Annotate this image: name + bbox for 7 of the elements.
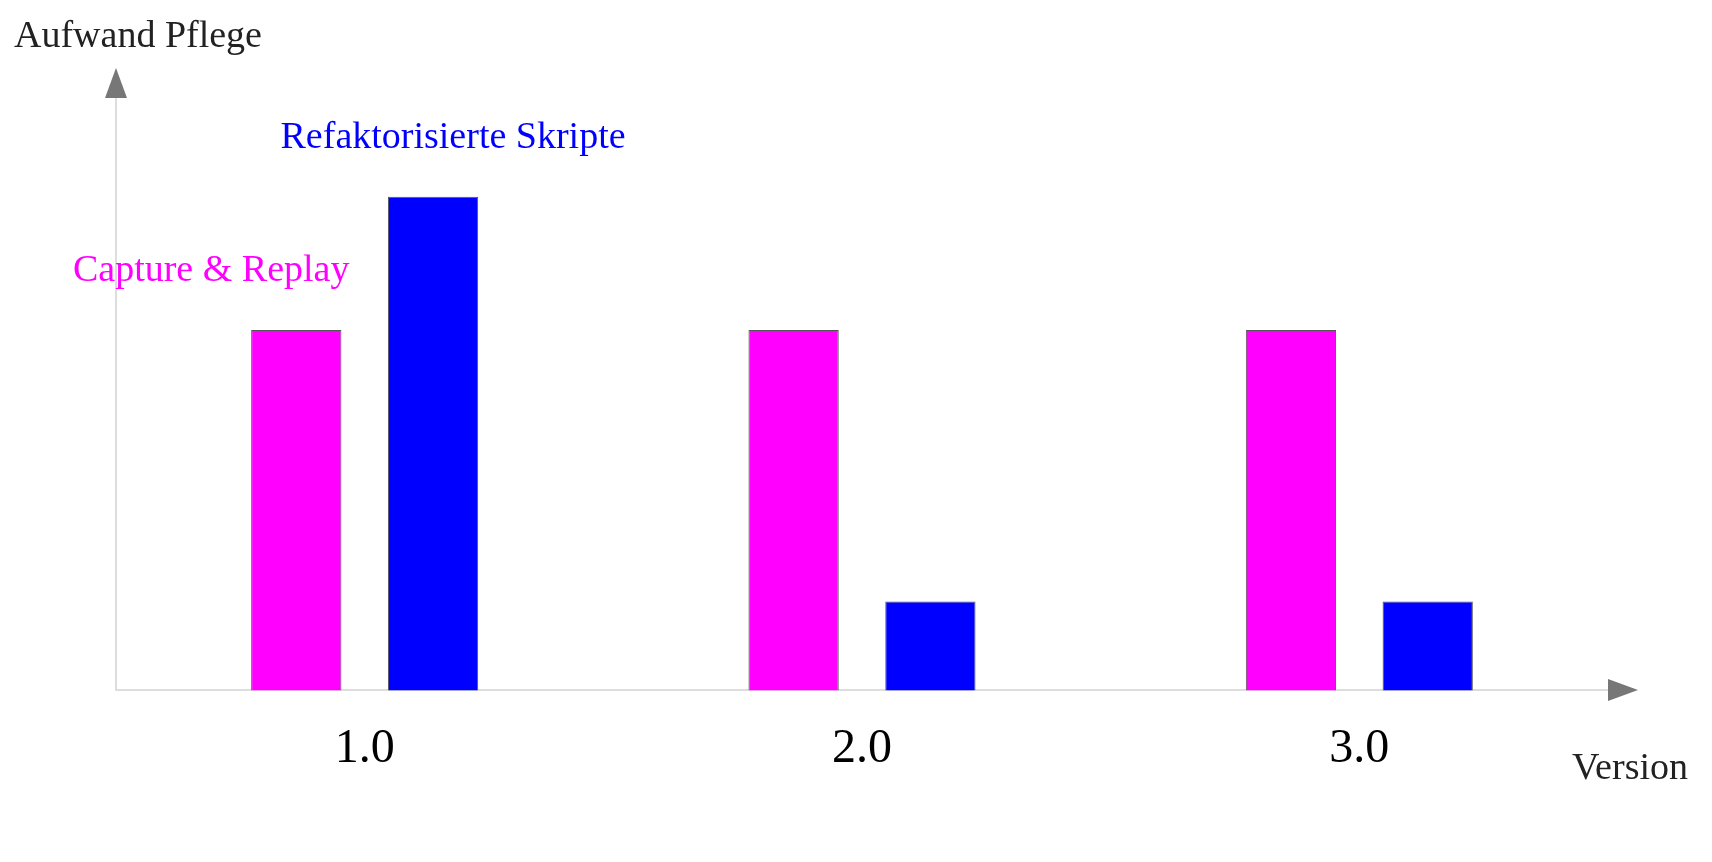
series-label: Refaktorisierte Skripte <box>280 113 626 156</box>
x-tick-label: 2.0 <box>832 718 892 772</box>
series-label: Capture & Replay <box>72 247 350 290</box>
y-axis-title: Aufwand Pflege <box>14 12 262 56</box>
x-tick-label: 3.0 <box>1329 718 1390 772</box>
x-axis-title: Version <box>1571 744 1688 788</box>
x-tick-label: 1.0 <box>334 718 395 772</box>
